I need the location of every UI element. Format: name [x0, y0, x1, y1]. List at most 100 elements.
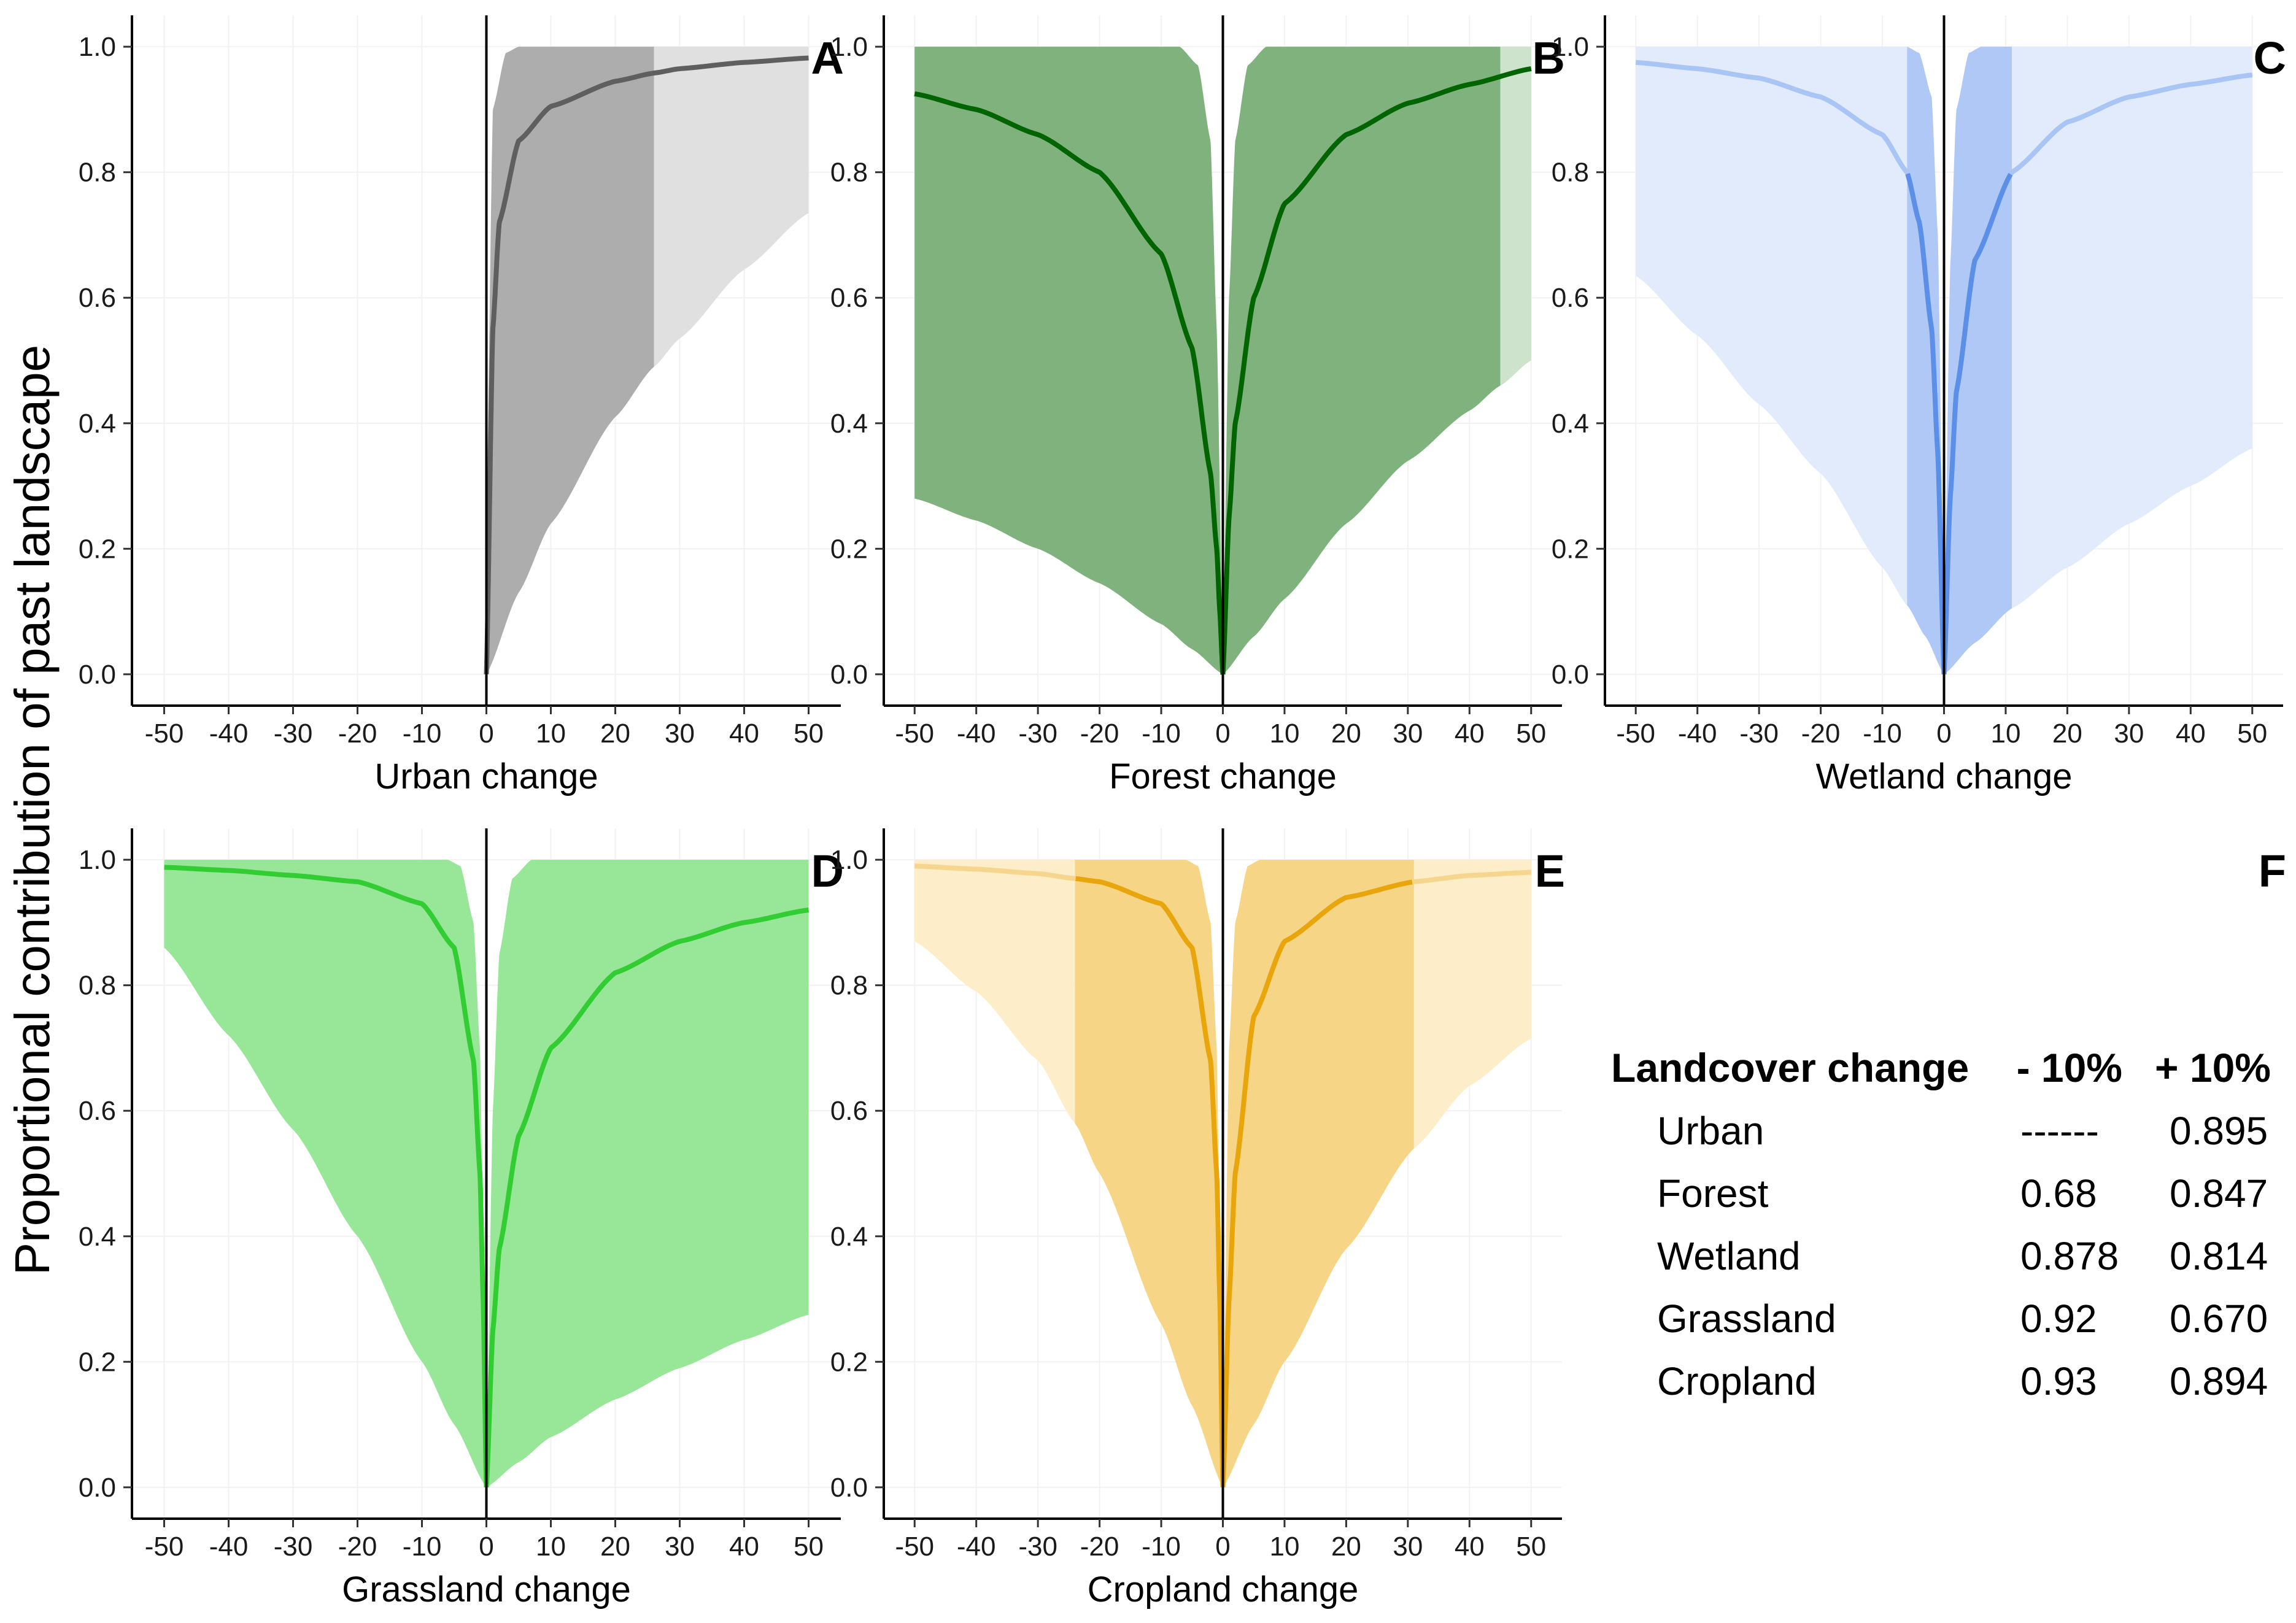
y-tick-label: 0.2	[1552, 534, 1589, 564]
x-tick-label: -30	[1018, 719, 1057, 749]
x-tick-label: 50	[794, 1532, 824, 1562]
x-tick-label: -20	[338, 1532, 377, 1562]
x-tick-label: 40	[1455, 719, 1485, 749]
band-out-of-range-positive	[1413, 860, 1531, 1149]
x-tick-label: -50	[1616, 719, 1655, 749]
x-tick-label: 20	[600, 1532, 630, 1562]
mean-line-negative	[914, 863, 1076, 881]
table-row: Urban ------ 0.895	[1657, 1109, 2268, 1153]
x-tick-label: -50	[145, 719, 184, 749]
x-tick-label: 20	[1331, 719, 1361, 749]
x-tick-label: -30	[1739, 719, 1779, 749]
y-tick-label: 0.0	[830, 660, 868, 690]
x-tick-label: -50	[145, 1532, 184, 1562]
table-cell: 0.68	[2020, 1171, 2097, 1216]
x-tick-label: 10	[1269, 719, 1299, 749]
y-axis-title: Proportional contribution of past landsc…	[5, 345, 60, 1276]
x-tick-label: 10	[536, 719, 566, 749]
x-tick-label: 40	[1455, 1532, 1485, 1562]
y-tick-label: 0.0	[830, 1473, 868, 1503]
x-tick-label: 40	[729, 1532, 759, 1562]
table-row: Cropland 0.93 0.894	[1657, 1359, 2268, 1403]
y-tick-label: 0.2	[79, 1347, 116, 1377]
x-tick-label: 0	[1936, 719, 1951, 749]
mean-line-positive	[1220, 74, 1500, 677]
x-tick-label: -20	[338, 719, 377, 749]
mean-line-negative	[164, 865, 489, 1490]
band-out-of-range-negative	[1636, 47, 1908, 606]
x-tick-label: 30	[665, 719, 695, 749]
table-cell: 0.895	[2170, 1109, 2268, 1153]
x-tick-label: 30	[1393, 719, 1423, 749]
y-tick-label: 1.0	[79, 32, 116, 62]
band-out-of-range-positive	[654, 47, 809, 367]
x-tick-label: 20	[1331, 1532, 1361, 1562]
band-out-of-range-positive	[2012, 47, 2252, 609]
y-tick-label: 0.0	[1552, 660, 1589, 690]
x-tick-label: -30	[274, 1532, 313, 1562]
mean-line-negative	[914, 91, 1226, 677]
table-cell: ------	[2020, 1109, 2099, 1153]
x-tick-label: -20	[1080, 1532, 1119, 1562]
x-tick-label: 30	[1393, 1532, 1423, 1562]
y-tick-label: 0.8	[79, 971, 116, 1001]
x-tick-label: 50	[1516, 719, 1546, 749]
y-tick-label: 0.6	[830, 1096, 868, 1126]
x-tick-label: -20	[1080, 719, 1119, 749]
x-axis-title: Grassland change	[342, 1570, 631, 1610]
x-tick-label: 20	[600, 719, 630, 749]
x-tick-label: -40	[209, 719, 249, 749]
mean-line-positive	[484, 908, 810, 1490]
x-tick-label: -10	[1142, 1532, 1181, 1562]
panel-letter: E	[1535, 846, 1565, 896]
band-in-range-negative	[914, 47, 1223, 674]
x-tick-label: -40	[957, 1532, 996, 1562]
x-axis-title: Cropland change	[1088, 1570, 1359, 1610]
table-cell: 0.814	[2170, 1234, 2268, 1278]
panel-d: -50 -40 -30 -20 -10 0 10 20 30 40 50 0.0 0.2 0.4 0.6 0.…	[79, 828, 844, 1610]
table-row-label: Cropland	[1657, 1359, 1817, 1403]
y-tick-label: 0.6	[79, 283, 116, 313]
y-tick-label: 0.4	[830, 409, 868, 439]
x-tick-label: 20	[2052, 719, 2082, 749]
y-tick-label: 0.8	[830, 971, 868, 1001]
x-tick-label: -10	[1142, 719, 1181, 749]
y-tick-label: 0.4	[830, 1222, 868, 1252]
x-tick-label: -30	[1018, 1532, 1057, 1562]
panel-letter: D	[811, 846, 844, 896]
x-tick-label: 40	[729, 719, 759, 749]
x-tick-label: 0	[1215, 719, 1230, 749]
x-tick-label: -10	[403, 1532, 442, 1562]
table-cell: 0.894	[2170, 1359, 2268, 1403]
table-row-label: Grassland	[1657, 1297, 1836, 1341]
band-in-range-negative	[164, 860, 487, 1487]
y-tick-label: 1.0	[79, 845, 116, 875]
x-tick-label: -40	[209, 1532, 249, 1562]
x-tick-label: 10	[1269, 1532, 1299, 1562]
y-tick-label: 1.0	[1552, 32, 1589, 62]
table-cell: 0.92	[2020, 1297, 2097, 1341]
y-tick-label: 0.4	[1552, 409, 1589, 439]
y-tick-label: 0.0	[79, 660, 116, 690]
band-in-range-positive	[1944, 47, 2012, 674]
panel-e: -50 -40 -30 -20 -10 0 10 20 30 40 50 0.0 0.2 0.4 0.6 0.…	[830, 828, 1565, 1610]
table-row-label: Forest	[1657, 1171, 1769, 1216]
y-tick-label: 0.2	[830, 534, 868, 564]
panel-letter: B	[1533, 33, 1565, 83]
table-header: - 10%	[2017, 1045, 2122, 1090]
table-header: Landcover change	[1611, 1045, 1969, 1090]
panel-c: -50 -40 -30 -20 -10 0 10 20 30 40 50 0.0 0.2 0.4 0.6 0.…	[1552, 15, 2286, 796]
panel-letter: A	[811, 33, 844, 83]
y-tick-label: 0.4	[79, 1222, 116, 1252]
y-tick-label: 1.0	[830, 845, 868, 875]
band-in-range-negative	[1907, 47, 1944, 674]
x-axis-title: Wetland change	[1815, 757, 2072, 796]
y-tick-label: 1.0	[830, 32, 868, 62]
x-tick-label: 50	[2237, 719, 2267, 749]
y-tick-label: 0.0	[79, 1473, 116, 1503]
x-tick-label: -40	[1678, 719, 1717, 749]
x-tick-label: -50	[895, 719, 934, 749]
x-tick-label: 30	[665, 1532, 695, 1562]
panels: -50 -40 -30 -20 -10 0 10 20 30 40 500.00.20.40.60.…	[79, 15, 2286, 1610]
